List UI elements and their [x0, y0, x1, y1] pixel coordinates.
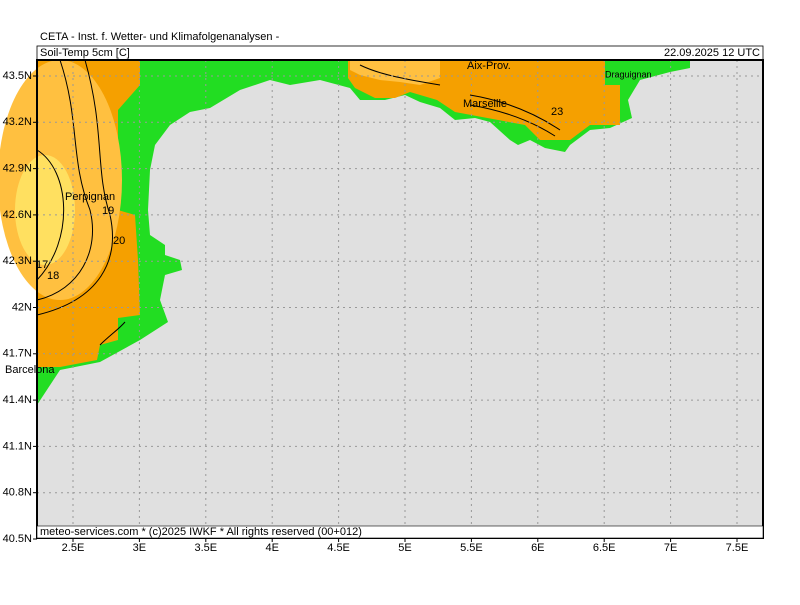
land	[0, 60, 690, 405]
graticule	[37, 60, 763, 538]
lon-label: 4.5E	[327, 542, 350, 554]
lon-label: 2.5E	[62, 542, 85, 554]
lat-label: 41.4N	[3, 394, 32, 406]
footer-box	[36, 525, 764, 539]
contour-label: 20	[113, 235, 125, 247]
parameter-label: Soil-Temp 5cm [C]	[40, 47, 130, 59]
lat-label: 43.5N	[3, 70, 32, 82]
footer: meteo-services.com * (c)2025 IWKF * All …	[40, 526, 362, 538]
map-title: CETA - Inst. f. Wetter- und Klimafolgena…	[40, 31, 280, 43]
place-label: Barcelona	[5, 364, 55, 376]
lon-label: 7.5E	[726, 542, 749, 554]
valid-time: 22.09.2025 12 UTC	[664, 47, 760, 59]
place-label: Marseille	[463, 98, 507, 110]
header-box	[36, 45, 764, 61]
lon-label: 5.5E	[460, 542, 483, 554]
lat-label: 41.7N	[3, 348, 32, 360]
lat-label: 42N	[12, 301, 32, 313]
place-label: Aix-Prov.	[467, 60, 511, 72]
lon-label: 6.5E	[593, 542, 616, 554]
lat-label: 43.2N	[3, 116, 32, 128]
lon-label: 7E	[664, 542, 677, 554]
contour-label: 19	[102, 205, 114, 217]
lat-label: 40.5N	[3, 533, 32, 545]
lat-label: 42.6N	[3, 209, 32, 221]
contour-label: 23	[551, 106, 563, 118]
lat-label: 42.3N	[3, 255, 32, 267]
lon-label: 3.5E	[194, 542, 217, 554]
contour-label: 17	[36, 259, 48, 271]
lat-label: 40.8N	[3, 487, 32, 499]
lat-label: 42.9N	[3, 163, 32, 175]
lat-label: 41.1N	[3, 440, 32, 452]
lon-label: 6E	[531, 542, 544, 554]
lon-label: 4E	[265, 542, 278, 554]
place-label: Draguignan	[605, 69, 652, 79]
place-label: Perpignan	[65, 191, 115, 203]
lon-label: 5E	[398, 542, 411, 554]
lon-label: 3E	[133, 542, 146, 554]
contour-label: 18	[47, 270, 59, 282]
